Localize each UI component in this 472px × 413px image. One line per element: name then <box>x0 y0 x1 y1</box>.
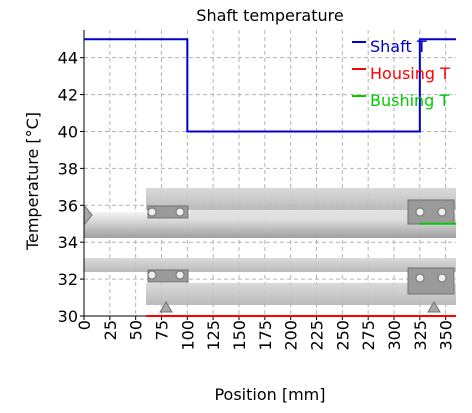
x-tick-label: 200 <box>282 320 301 351</box>
y-tick-label: 34 <box>58 233 78 252</box>
x-tick-label: 300 <box>385 320 404 351</box>
x-axis-title: Position [mm] <box>214 385 325 404</box>
y-tick-label: 36 <box>58 196 78 215</box>
x-tick-label: 25 <box>101 320 120 340</box>
y-tick-label: 42 <box>58 86 78 105</box>
y-axis-title: Temperature [°C] <box>23 112 42 251</box>
x-tick-label: 125 <box>204 320 223 351</box>
x-tick-label: 275 <box>359 320 378 351</box>
series-layer <box>84 38 456 317</box>
bearing-schematic-image <box>83 188 456 313</box>
y-tick-label: 32 <box>58 270 78 289</box>
series-line-shaft-t <box>84 38 456 133</box>
x-tick-label: 325 <box>411 320 430 351</box>
x-tick-label: 150 <box>230 320 249 351</box>
y-tick-label: 38 <box>58 159 78 178</box>
x-tick-label: 0 <box>75 320 94 330</box>
x-tick-label: 100 <box>178 320 197 351</box>
x-tick-label: 50 <box>127 320 146 340</box>
legend-label: Housing T <box>370 64 450 83</box>
x-tick-label: 250 <box>333 320 352 351</box>
chart-title: Shaft temperature <box>196 6 343 25</box>
y-tick-label: 30 <box>58 307 78 326</box>
legend-label: Bushing T <box>370 91 449 110</box>
legend-label: Shaft T <box>370 37 427 56</box>
x-tick-label: 350 <box>437 320 456 351</box>
axes: 30 32 34 36 38 40 42 44 0 25 50 75 100 125 150 175 200 22… <box>58 30 456 351</box>
x-tick-label: 75 <box>153 320 172 340</box>
legend: Shaft T Housing T Bushing T <box>352 37 450 110</box>
y-tick-label: 44 <box>58 49 78 68</box>
x-tick-label: 175 <box>256 320 275 351</box>
y-tick-label: 40 <box>58 122 78 141</box>
x-tick-label: 225 <box>308 320 327 351</box>
